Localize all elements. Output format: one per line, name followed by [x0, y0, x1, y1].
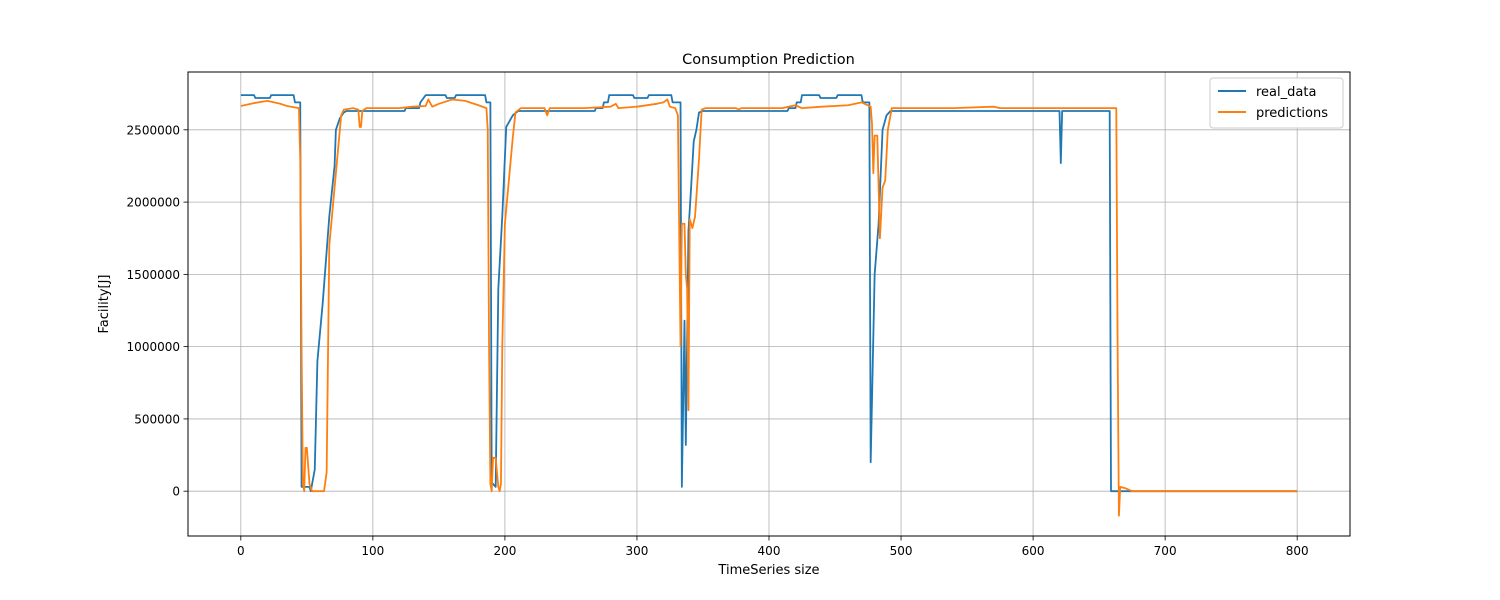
x-tick-label: 300: [626, 544, 649, 558]
x-tick-label: 700: [1154, 544, 1177, 558]
x-tick-label: 800: [1286, 544, 1309, 558]
y-tick-label: 1500000: [127, 268, 180, 282]
series-line-predictions: [240, 98, 1298, 517]
x-tick-label: 500: [890, 544, 913, 558]
y-tick-label: 0: [172, 485, 180, 499]
x-tick-label: 100: [361, 544, 384, 558]
x-tick-label: 200: [493, 544, 516, 558]
x-axis-label: TimeSeries size: [717, 563, 819, 578]
y-tick-label: 1000000: [127, 340, 180, 354]
y-tick-label: 2000000: [127, 196, 180, 210]
y-axis-label: Facility[J]: [97, 274, 112, 333]
x-tick-label: 0: [237, 544, 245, 558]
y-tick-label: 2500000: [127, 123, 180, 137]
x-tick-label: 600: [1022, 544, 1045, 558]
y-tick-label: 500000: [134, 412, 180, 426]
plot-series: [240, 94, 1298, 517]
axis-ticks: 0 100 200 300 400 500 600 700 800 0 500000 1000000 1…: [127, 123, 1309, 558]
x-tick-label: 400: [758, 544, 781, 558]
legend-label-real-data: real_data: [1256, 85, 1316, 100]
chart-title: Consumption Prediction: [682, 52, 855, 68]
legend: real_data predictions: [1209, 77, 1344, 129]
legend-label-predictions: predictions: [1256, 106, 1328, 121]
series-line-real-data: [240, 94, 1298, 493]
